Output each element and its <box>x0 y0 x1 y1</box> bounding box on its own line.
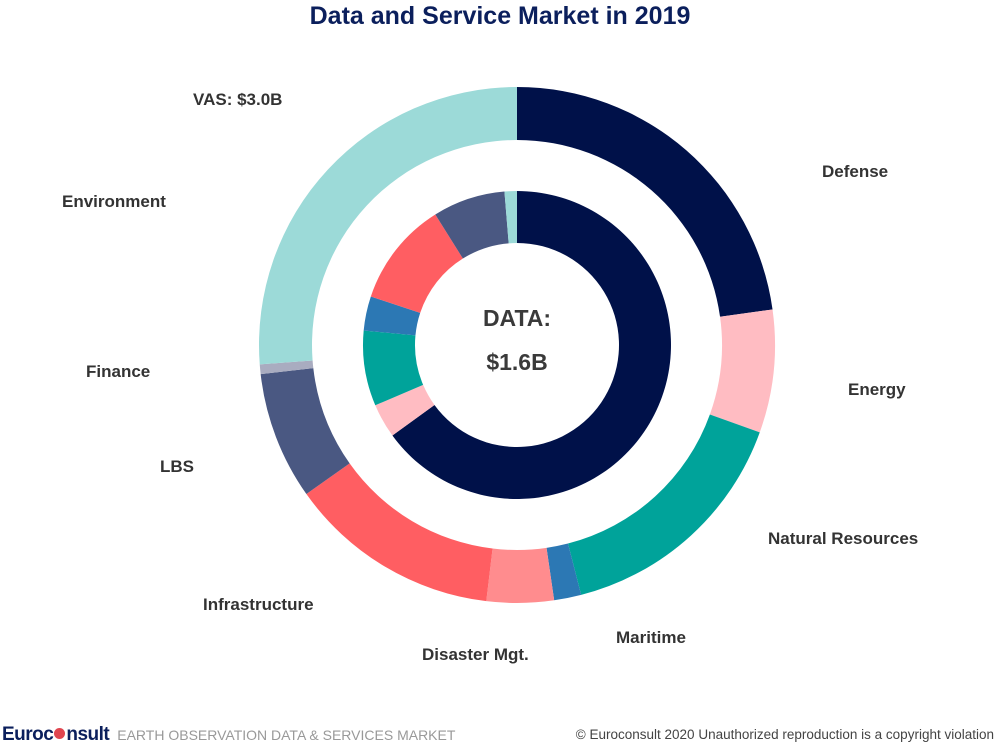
label-infrastructure: Infrastructure <box>203 595 314 614</box>
euroconsult-logo: Euroc nsult <box>2 724 110 745</box>
label-vas-total: VAS: $3.0B <box>193 90 283 109</box>
label-environment: Environment <box>62 192 166 211</box>
label-lbs: LBS <box>160 457 194 476</box>
outer-segment-maritime <box>546 543 582 601</box>
outer-segment-lbs <box>260 368 350 495</box>
label-maritime: Maritime <box>616 628 686 647</box>
inner-segment-natural-resources <box>363 330 424 406</box>
label-finance: Finance <box>86 362 151 381</box>
outer-segment-finance <box>259 360 314 375</box>
label-energy: Energy <box>848 380 906 399</box>
inner-segment-environment <box>504 191 517 244</box>
outer-segment-infrastructure <box>306 463 493 602</box>
inner-segment-defense <box>392 191 671 499</box>
outer-segment-disaster-mgt <box>486 547 555 603</box>
chart-title: Data and Service Market in 2019 <box>309 2 691 30</box>
inner-segment-energy <box>375 384 435 436</box>
footer-subtitle: EARTH OBSERVATION DATA & SERVICES MARKET <box>117 727 456 743</box>
label-natural-resources: Natural Resources <box>768 529 919 548</box>
inner-segment-lbs <box>435 191 509 259</box>
footer-copyright: © Euroconsult 2020 Unauthorized reproduc… <box>575 727 994 742</box>
label-disaster-mgt: Disaster Mgt. <box>422 645 529 664</box>
outer-segment-energy <box>709 309 776 433</box>
outer-segment-environment <box>259 87 517 365</box>
outer-segment-defense <box>517 87 773 317</box>
center-label-data: DATA: <box>482 305 552 331</box>
center-label-value: $1.6B <box>486 349 548 375</box>
outer-segment-natural-resources <box>567 414 760 595</box>
label-defense: Defense <box>822 162 889 181</box>
footer-brand: Euroc nsult EARTH OBSERVATION DATA & SERVI… <box>2 724 455 746</box>
inner-segment-infrastructure <box>370 214 463 313</box>
inner-segment-maritime <box>363 296 421 336</box>
